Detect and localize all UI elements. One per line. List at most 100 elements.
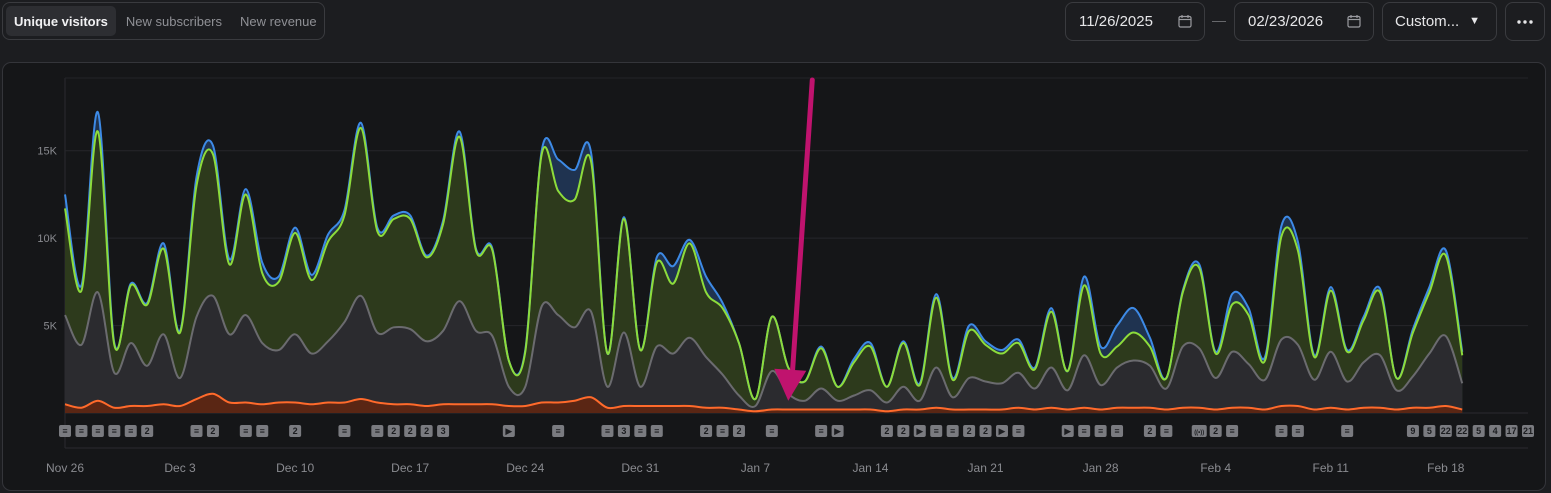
x-tick-label: Jan 21 (968, 461, 1004, 475)
annotation-marker (1143, 425, 1156, 437)
tab-unique-visitors[interactable]: Unique visitors (6, 6, 116, 36)
annotation-marker-label: ≡ (1164, 426, 1169, 436)
x-tick-label: Dec 31 (621, 461, 659, 475)
annotation-marker-label: ≡ (342, 426, 347, 436)
annotation-marker (420, 425, 433, 437)
annotation-marker-label: ≡ (112, 426, 117, 436)
annotation-marker (1078, 425, 1091, 437)
annotation-marker-label: ≡ (62, 426, 67, 436)
annotation-marker-label: ≡ (1345, 426, 1350, 436)
annotation-marker-label: ≡ (79, 426, 84, 436)
end-date-value: 02/23/2026 (1248, 13, 1324, 30)
annotation-marker-label: ▶ (834, 426, 841, 436)
annotation-marker-label: 22 (1441, 426, 1451, 436)
annotation-marker (897, 425, 910, 437)
annotation-marker-label: ≡ (1229, 426, 1234, 436)
annotation-marker-label: ▶ (1064, 426, 1071, 436)
annotation-marker-label: ≡ (1082, 426, 1087, 436)
annotation-marker-label: ▶ (505, 426, 512, 436)
annotation-marker-label: ≡ (605, 426, 610, 436)
annotation-marker (1061, 425, 1074, 437)
annotation-marker (979, 425, 992, 437)
y-tick-label: 15K (37, 146, 57, 158)
annotation-marker-label: 5 (1427, 426, 1432, 436)
annotation-marker (502, 425, 515, 437)
annotation-marker (1094, 425, 1107, 437)
annotation-marker (930, 425, 943, 437)
annotation-marker (1341, 425, 1354, 437)
annotation-marker (617, 425, 630, 437)
range-select[interactable]: Custom... ▼ (1382, 2, 1497, 41)
gray-series-area (65, 292, 1463, 413)
annotation-marker (1522, 425, 1534, 437)
annotation-marker-label: 9 (1410, 426, 1415, 436)
annotation-marker-label: ≡ (950, 426, 955, 436)
x-tick-label: Nov 26 (46, 461, 84, 475)
annotation-marker-label: 4 (1493, 426, 1498, 436)
range-select-label: Custom... (1395, 13, 1460, 30)
start-date-input[interactable]: 11/26/2025 (1065, 2, 1205, 41)
y-tick-label: 5K (44, 321, 58, 333)
caret-down-icon: ▼ (1469, 15, 1480, 27)
annotation-marker (1291, 425, 1304, 437)
annotation-marker-label: 2 (408, 426, 413, 436)
tab-new-subscribers[interactable]: New subscribers (125, 13, 223, 29)
annotation-marker (371, 425, 384, 437)
annotation-marker-label: ≡ (1016, 426, 1021, 436)
orange-series-line (64, 392, 1463, 413)
annotation-marker (831, 425, 844, 437)
x-tick-label: Dec 10 (276, 461, 314, 475)
annotation-marker-label: ≡ (638, 426, 643, 436)
annotation-marker (946, 425, 959, 437)
calendar-icon[interactable] (1347, 14, 1361, 28)
x-tick-label: Jan 7 (741, 461, 771, 475)
annotation-marker (1275, 425, 1288, 437)
annotation-marker (124, 425, 137, 437)
annotation-marker (338, 425, 351, 437)
annotation-marker (1012, 425, 1025, 437)
annotation-marker-label: 2 (967, 426, 972, 436)
y-tick-label: 10K (37, 233, 57, 245)
annotation-marker (1406, 425, 1419, 437)
x-tick-label: Dec 3 (164, 461, 196, 475)
annotation-marker-label: ▶ (916, 426, 923, 436)
annotation-marker (1456, 425, 1469, 437)
annotation-marker-label: 2 (1147, 426, 1152, 436)
annotation-marker-label: ≡ (375, 426, 380, 436)
end-date-input[interactable]: 02/23/2026 (1234, 2, 1374, 41)
annotation-marker-label: 2 (424, 426, 429, 436)
annotation-marker (815, 425, 828, 437)
calendar-icon[interactable] (1178, 14, 1192, 28)
annotation-marker-label: ≡ (934, 426, 939, 436)
annotation-marker-label: ≡ (260, 426, 265, 436)
annotation-marker-label: 2 (736, 426, 741, 436)
pointer-arrow-shaft (789, 77, 815, 378)
x-tick-label: Dec 24 (506, 461, 544, 475)
annotation-marker (1209, 425, 1222, 437)
annotation-marker-label: 3 (621, 426, 626, 436)
annotation-marker-label: 17 (1507, 426, 1517, 436)
annotation-marker (387, 425, 400, 437)
annotation-marker-label: ▶ (999, 426, 1006, 436)
x-tick-label: Feb 4 (1200, 461, 1231, 475)
annotation-marker (880, 425, 893, 437)
annotation-marker (190, 425, 203, 437)
pointer-arrow-head (774, 368, 807, 401)
annotation-marker (1191, 425, 1207, 437)
more-menu-button[interactable] (1505, 2, 1545, 41)
more-horizontal-icon (1517, 19, 1533, 24)
green-series-line (64, 126, 1464, 401)
annotation-marker (59, 425, 71, 437)
annotation-marker-label: 2 (210, 426, 215, 436)
annotation-marker (716, 425, 729, 437)
annotation-marker (650, 425, 663, 437)
annotation-marker (1226, 425, 1239, 437)
annotation-marker-label: ≡ (95, 426, 100, 436)
annotation-marker (601, 425, 614, 437)
annotation-marker (1423, 425, 1436, 437)
annotation-marker-label: ≡ (243, 426, 248, 436)
annotation-marker (437, 425, 450, 437)
tab-new-revenue[interactable]: New revenue (240, 13, 317, 29)
x-tick-label: Jan 28 (1083, 461, 1119, 475)
